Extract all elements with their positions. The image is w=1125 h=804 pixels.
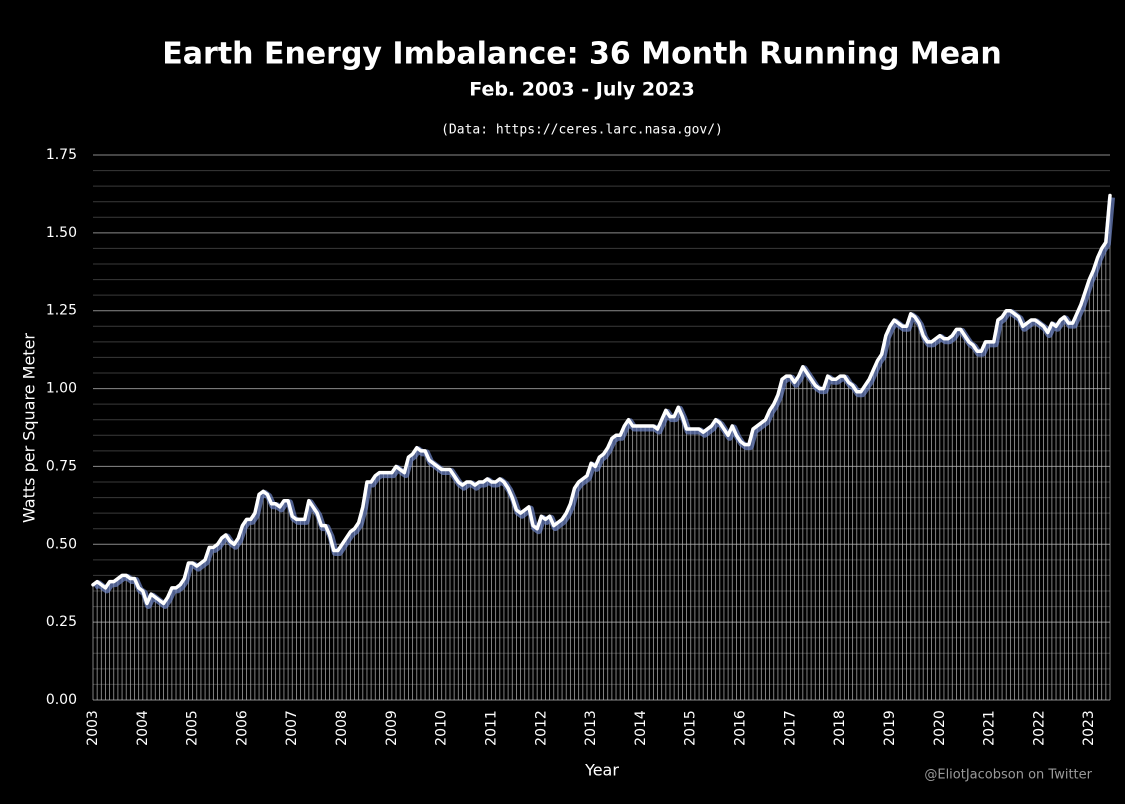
x-tick-label: 2008: [334, 710, 350, 746]
x-tick-label: 2018: [832, 710, 848, 746]
x-axis-label: Year: [584, 761, 619, 780]
x-tick-label: 2005: [185, 710, 201, 746]
x-tick-label: 2020: [932, 710, 948, 746]
x-tick-label: 2021: [982, 710, 998, 746]
x-tick-label: 2016: [733, 710, 749, 746]
x-tick-label: 2022: [1031, 710, 1047, 746]
x-tick-label: 2014: [633, 710, 649, 746]
x-tick-label: 2019: [882, 710, 898, 746]
y-tick-label: 0.50: [46, 536, 77, 552]
x-tick-label: 2023: [1081, 710, 1097, 746]
x-tick-label: 2007: [284, 710, 300, 746]
credit: @EliotJacobson on Twitter: [924, 768, 1092, 783]
x-tick-label: 2009: [384, 710, 400, 746]
x-tick-label: 2015: [683, 710, 699, 746]
x-tick-label: 2017: [782, 710, 798, 746]
source: (Data: https://ceres.larc.nasa.gov/): [441, 123, 723, 138]
y-tick-label: 1.50: [46, 225, 77, 241]
x-tick-label: 2013: [583, 710, 599, 746]
chart-title: Earth Energy Imbalance: 36 Month Running…: [162, 37, 1001, 72]
x-tick-label: 2006: [234, 710, 250, 746]
x-tick-label: 2010: [434, 710, 450, 746]
line: [91, 193, 1112, 606]
chart-subtitle: Feb. 2003 - July 2023: [469, 79, 695, 101]
y-axis-label: Watts per Square Meter: [20, 333, 39, 523]
y-tick-label: 1.00: [46, 381, 77, 397]
y-tick-label: 0.00: [46, 692, 77, 708]
x-tick-label: 2011: [483, 710, 499, 746]
y-tick-label: 1.25: [46, 303, 77, 319]
y-tick-label: 0.25: [46, 614, 77, 630]
x-tick-label: 2003: [85, 710, 101, 746]
y-tick-label: 0.75: [46, 458, 77, 474]
y-tick-label: 1.75: [46, 147, 77, 163]
x-tick-label: 2012: [533, 710, 549, 746]
x-tick-label: 2004: [135, 710, 151, 746]
